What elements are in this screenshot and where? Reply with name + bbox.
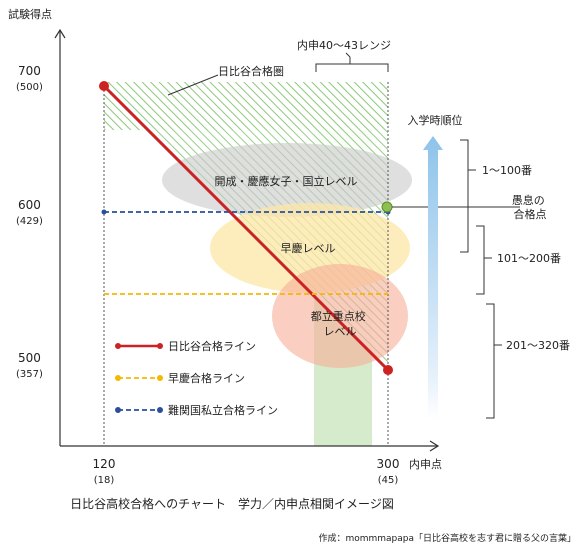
x-axis-arrow xyxy=(429,440,440,452)
rank-arrow-label: 入学時順位 xyxy=(408,113,463,127)
naishin-bracket xyxy=(315,63,389,72)
bracket-3 xyxy=(486,303,495,419)
y-tick-500: 500 xyxy=(18,351,41,365)
region-kaisei-ellipse xyxy=(162,143,412,217)
son-point-label: 愚息の 合格点 xyxy=(512,193,549,221)
y-tick-700-sub: (500) xyxy=(16,82,43,93)
x-axis-label: 内申点 xyxy=(409,457,442,471)
region-sokei-label: 早慶レベル xyxy=(281,241,336,255)
region-kaisei-label: 開成・慶應女子・国立レベル xyxy=(215,174,358,188)
bracket-1 xyxy=(460,139,469,253)
legend-label-1: 日比谷合格ライン xyxy=(168,339,256,353)
rank-bracket-1-label: 1〜100番 xyxy=(482,164,532,177)
hibiya-line-end xyxy=(383,365,393,375)
legend-label-3: 難関国私立合格ライン xyxy=(168,403,278,417)
rank-arrow xyxy=(423,136,443,420)
y-tick-600: 600 xyxy=(18,198,41,212)
y-tick-700: 700 xyxy=(18,64,41,78)
hibiya-zone-label-bg xyxy=(205,60,297,80)
region-toritsu-label: 都立重点校 レベル xyxy=(311,309,370,338)
x-tick-300: 300 xyxy=(377,457,400,471)
rank-bracket-2-label: 101〜200番 xyxy=(497,252,561,265)
naishin-range-label: 内申40〜43レンジ xyxy=(297,38,391,52)
y-axis-arrow xyxy=(54,28,66,39)
hibiya-line-start xyxy=(99,81,109,91)
hibiya-zone-leader xyxy=(167,74,219,96)
y-axis-label: 試験得点 xyxy=(8,7,52,21)
legend-label-2: 早慶合格ライン xyxy=(168,371,245,385)
credit: 作成：mommmapapa「日比谷高校を志す君に贈る父の言葉」 xyxy=(318,532,576,544)
hibiya-zone-label: 日比谷合格圏 xyxy=(218,64,284,78)
x-tick-300-sub: (45) xyxy=(378,475,399,486)
son-point xyxy=(381,201,393,213)
nankan-line-start xyxy=(101,209,107,215)
y-tick-500-sub: (357) xyxy=(16,369,43,380)
hibiya-line xyxy=(102,84,390,372)
x-tick-120: 120 xyxy=(93,457,116,471)
rank-bracket-3-label: 201〜320番 xyxy=(506,339,570,352)
x-tick-120-sub: (18) xyxy=(94,475,115,486)
y-tick-600-sub: (429) xyxy=(16,216,43,227)
bracket-2 xyxy=(476,225,485,295)
caption: 日比谷高校合格へのチャート 学力／内申点相関イメージ図 xyxy=(70,496,394,511)
